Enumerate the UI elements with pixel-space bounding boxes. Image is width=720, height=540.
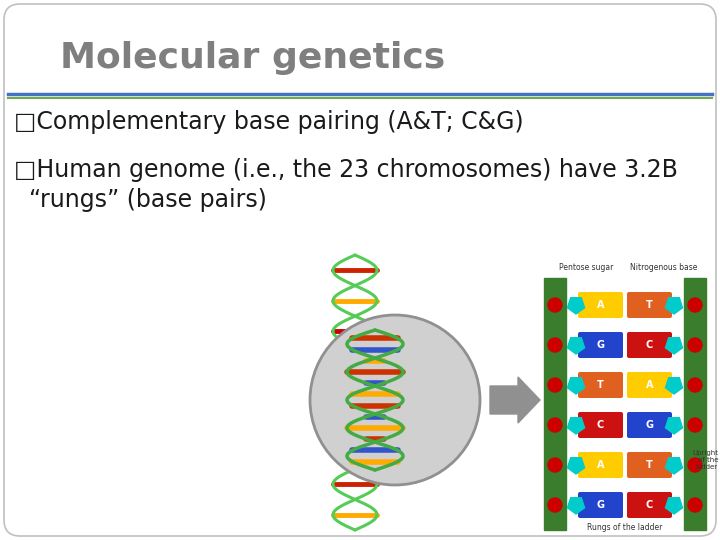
Circle shape [688, 458, 702, 472]
FancyBboxPatch shape [627, 292, 672, 318]
Text: □Complementary base pairing (A&T; C&G): □Complementary base pairing (A&T; C&G) [14, 110, 523, 134]
Text: T: T [646, 460, 653, 470]
Circle shape [688, 298, 702, 312]
Circle shape [688, 418, 702, 432]
Text: G: G [596, 340, 605, 350]
Text: A: A [646, 380, 653, 390]
FancyBboxPatch shape [578, 372, 623, 398]
Text: C: C [646, 500, 653, 510]
Text: Rungs of the ladder: Rungs of the ladder [588, 523, 662, 532]
Text: G: G [596, 500, 605, 510]
Circle shape [548, 458, 562, 472]
Bar [544, 278, 566, 530]
Bar [684, 278, 706, 530]
FancyBboxPatch shape [578, 332, 623, 358]
Circle shape [548, 418, 562, 432]
FancyBboxPatch shape [578, 452, 623, 478]
FancyBboxPatch shape [627, 492, 672, 518]
Text: C: C [646, 340, 653, 350]
Circle shape [548, 298, 562, 312]
Circle shape [548, 498, 562, 512]
Text: A: A [597, 460, 604, 470]
Circle shape [688, 378, 702, 392]
Text: Molecular genetics: Molecular genetics [60, 41, 445, 75]
Circle shape [688, 498, 702, 512]
FancyBboxPatch shape [627, 332, 672, 358]
Circle shape [548, 378, 562, 392]
Text: T: T [597, 380, 604, 390]
Circle shape [688, 338, 702, 352]
Text: Pentose sugar: Pentose sugar [559, 264, 613, 273]
Text: Nitrogenous base: Nitrogenous base [630, 264, 698, 273]
FancyArrow shape [490, 377, 540, 423]
Text: A: A [597, 300, 604, 310]
Text: T: T [646, 300, 653, 310]
FancyBboxPatch shape [627, 452, 672, 478]
Circle shape [548, 338, 562, 352]
FancyBboxPatch shape [4, 4, 716, 536]
Text: Upright
of the
ladder: Upright of the ladder [692, 450, 718, 470]
FancyBboxPatch shape [578, 412, 623, 438]
Text: □Human genome (i.e., the 23 chromosomes) have 3.2B: □Human genome (i.e., the 23 chromosomes)… [14, 158, 678, 182]
Circle shape [310, 315, 480, 485]
FancyBboxPatch shape [578, 292, 623, 318]
Text: G: G [646, 420, 654, 430]
FancyBboxPatch shape [627, 412, 672, 438]
Text: C: C [597, 420, 604, 430]
Text: “rungs” (base pairs): “rungs” (base pairs) [14, 188, 267, 212]
FancyBboxPatch shape [627, 372, 672, 398]
FancyBboxPatch shape [578, 492, 623, 518]
